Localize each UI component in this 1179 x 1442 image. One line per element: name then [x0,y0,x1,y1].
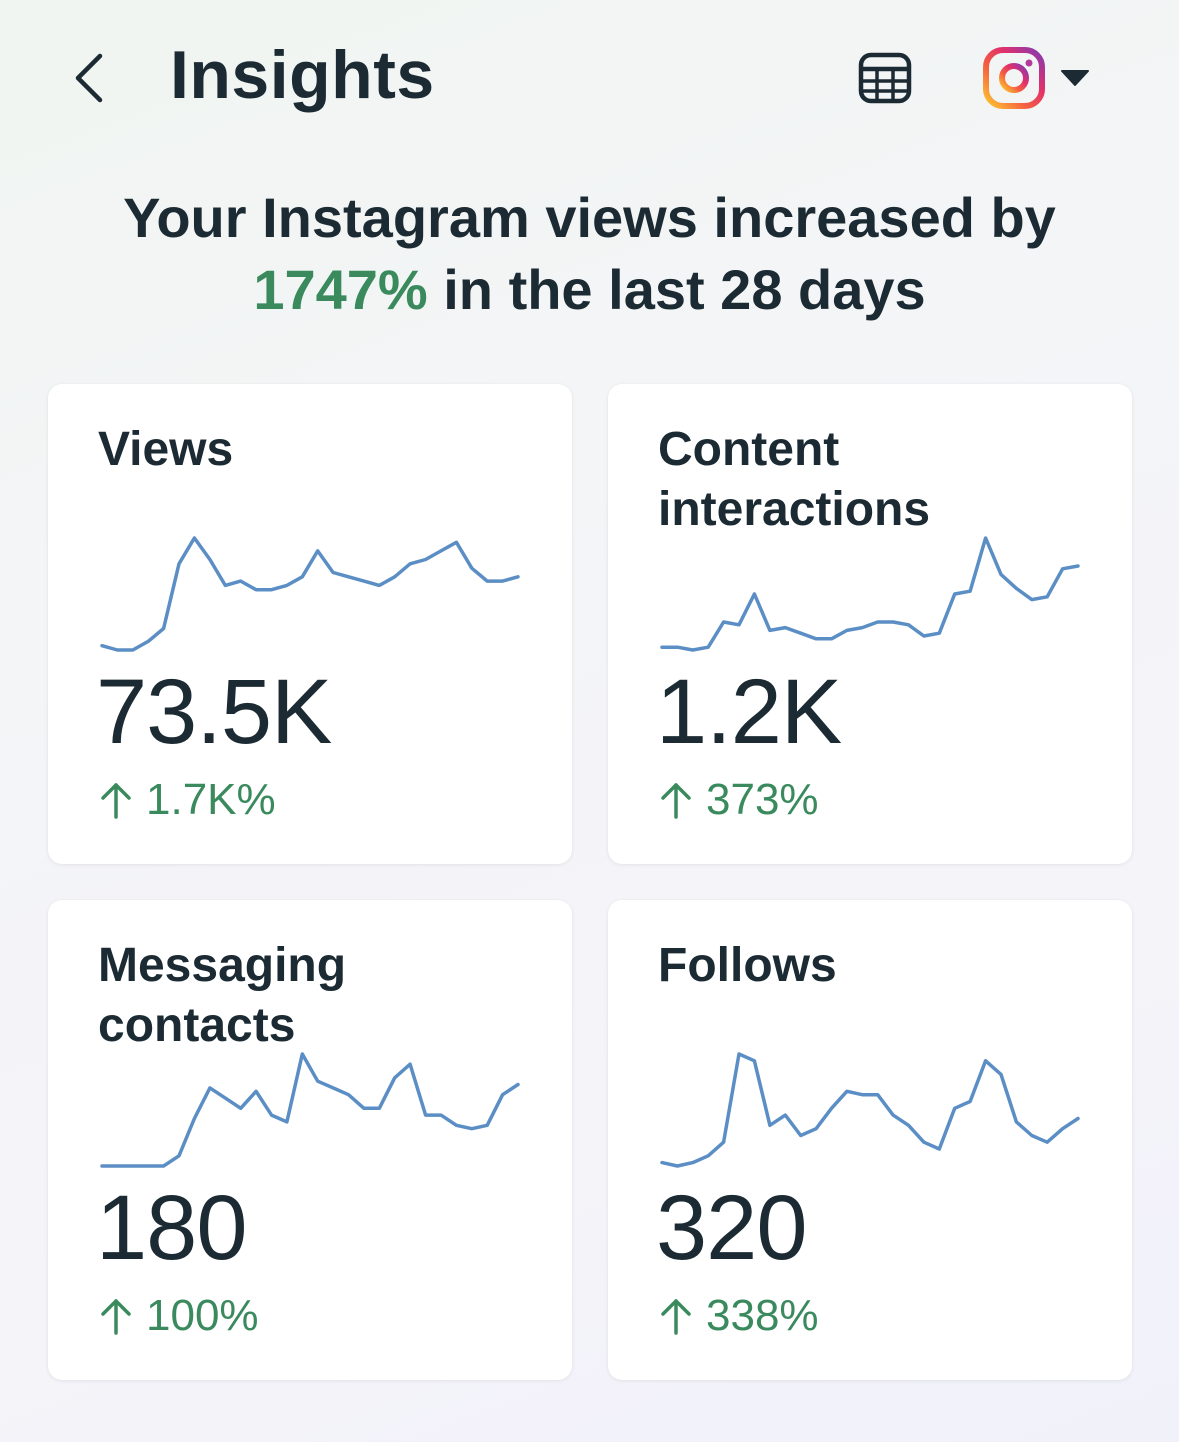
metric-title: Views [98,423,234,476]
sparkline-series-line [100,536,520,652]
metric-value: 180 [96,1177,247,1279]
arrow-up-icon [661,783,691,819]
metric-change-value: 373% [706,775,819,824]
sparkline-chart [660,1052,1080,1168]
headline-suffix: in the last 28 days [427,258,926,321]
metric-card-messaging-contacts[interactable]: Messaging contacts 180 100% [48,900,572,1380]
page-title: Insights [170,37,435,113]
metric-change-value: 338% [706,1291,819,1340]
back-button[interactable] [62,48,116,108]
arrow-up-icon [101,783,131,819]
table-icon [858,52,912,104]
chevron-left-icon [75,53,103,103]
table-view-button[interactable] [853,46,917,110]
metric-value: 320 [656,1177,807,1279]
metric-value: 73.5K [96,661,332,763]
sparkline-chart [660,536,1080,652]
sparkline-series-line [100,1052,520,1168]
sparkline-chart [100,1052,520,1168]
metric-title: Messaging contacts [98,939,347,1052]
metric-value: 1.2K [656,661,842,763]
metric-change: 373% [660,774,819,826]
metric-change: 100% [100,1290,259,1342]
metric-title: Follows [658,939,837,992]
headline-highlight: 1747% [253,258,428,321]
metric-card-content-interactions[interactable]: Content interactions 1.2K 373% [608,384,1132,864]
header-bar: Insights [0,0,1179,160]
caret-down-icon [1061,70,1089,86]
metric-change-value: 100% [146,1291,259,1340]
instagram-icon [983,47,1045,109]
sparkline-series-line [660,536,1080,652]
metric-card-follows[interactable]: Follows 320 338% [608,900,1132,1380]
metric-change-value: 1.7K% [146,775,276,824]
arrow-up-icon [661,1299,691,1335]
metric-change: 338% [660,1290,819,1342]
metric-change: 1.7K% [100,774,276,826]
headline-prefix: Your Instagram views increased by [123,186,1056,249]
sparkline-chart [100,536,520,652]
metric-card-views[interactable]: Views 73.5K 1.7K% [48,384,572,864]
arrow-up-icon [101,1299,131,1335]
sparkline-series-line [660,1052,1080,1168]
account-switcher[interactable] [982,44,1106,112]
metric-title: Content interactions [658,423,931,536]
insights-summary-headline: Your Instagram views increased by 1747% … [40,182,1139,326]
